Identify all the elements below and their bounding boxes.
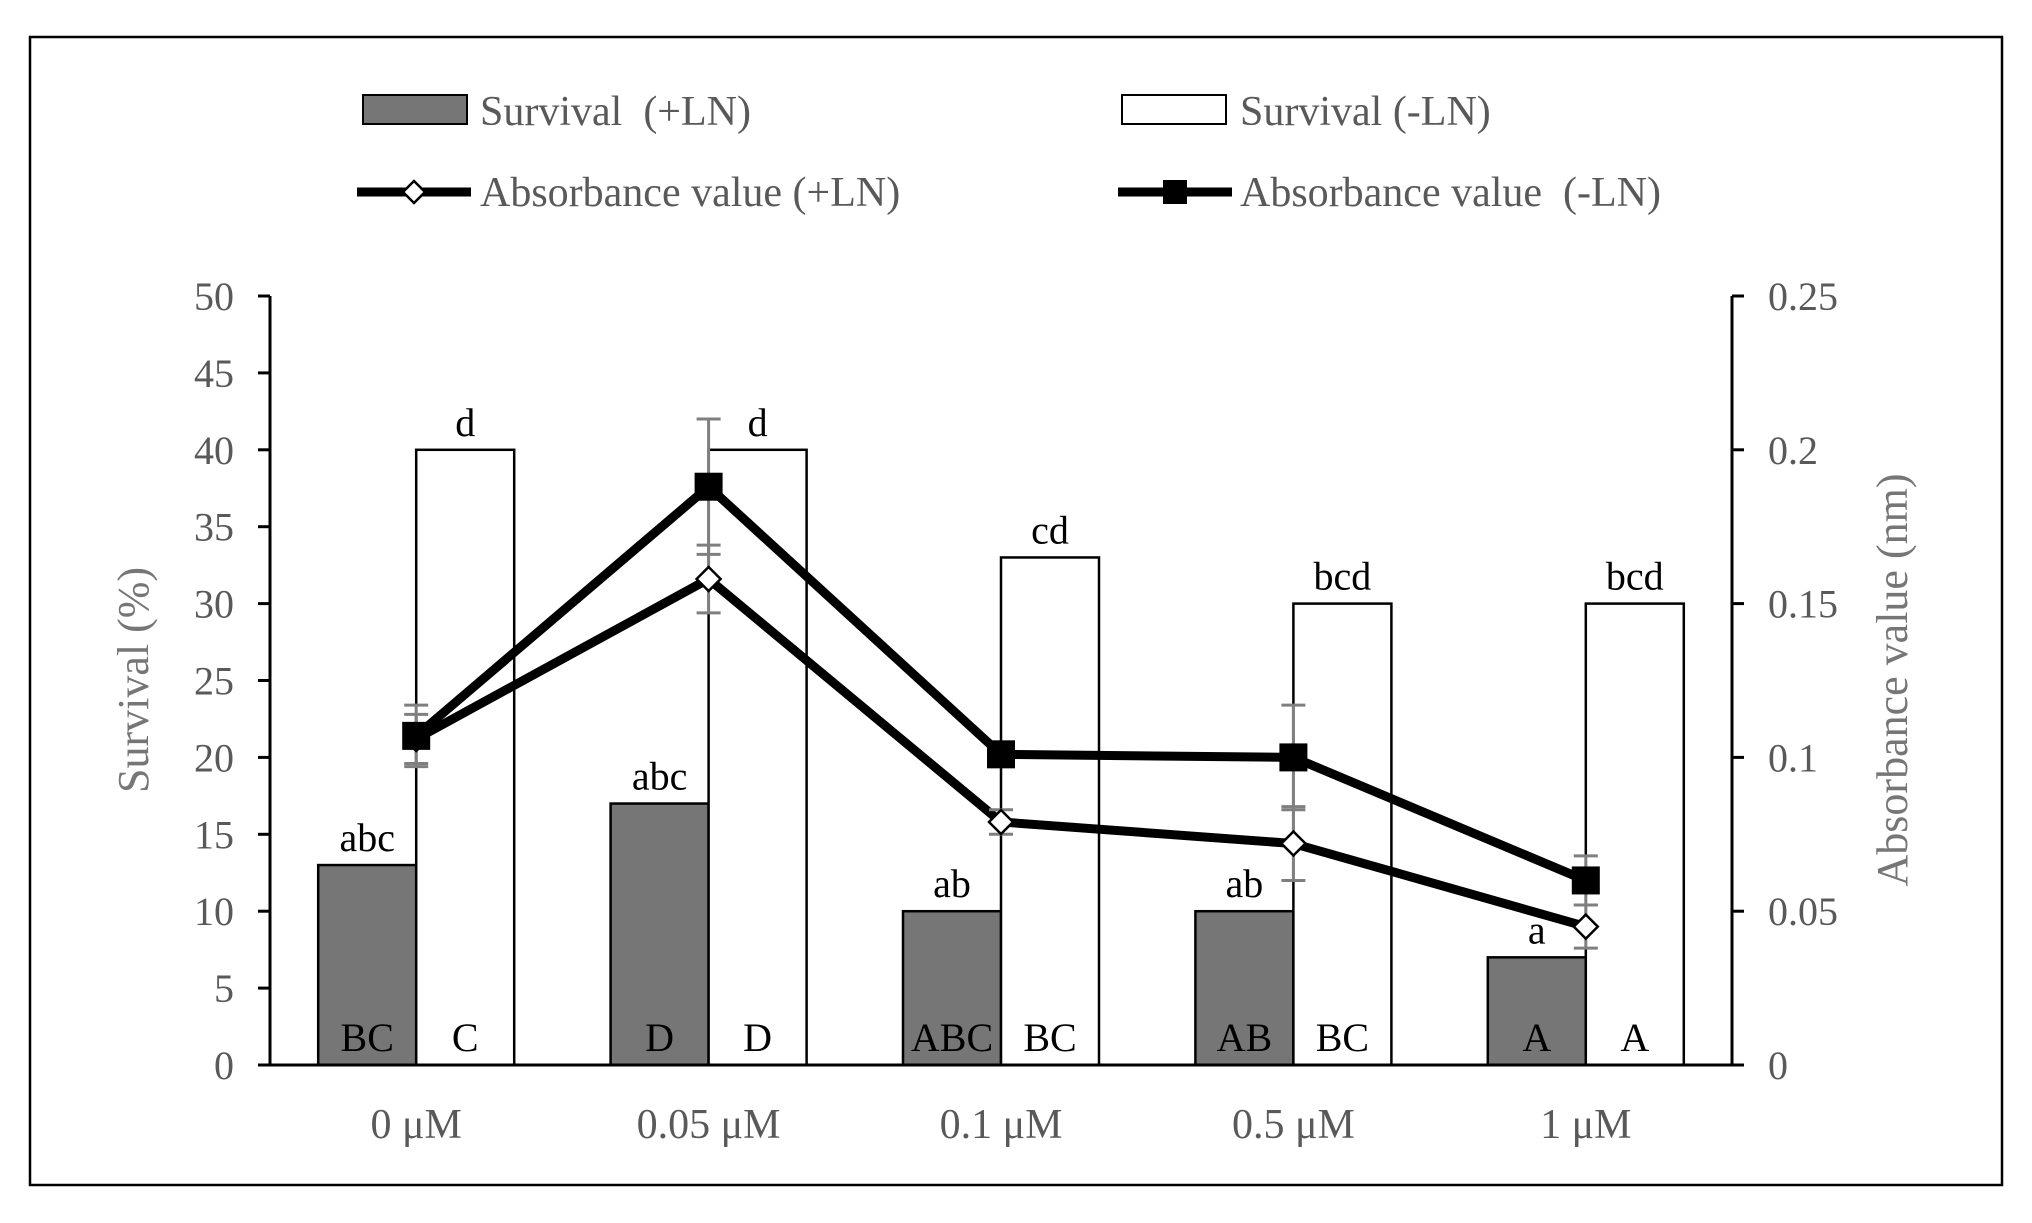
x-tick-label-4: 1 μM <box>1540 1102 1631 1148</box>
y-tick-label-3: 15 <box>194 812 234 857</box>
legend-swatch-survival-minus <box>1121 94 1227 125</box>
bar-survival-minus-4 <box>1584 602 1686 1067</box>
y2-tick-label-2: 0.1 <box>1768 735 1818 780</box>
y-tick-label-2: 10 <box>194 889 234 934</box>
x-tick-label-0: 0 μM <box>371 1102 462 1148</box>
marker-absorbance-plus-3 <box>1279 829 1308 858</box>
bar-bottom-label-minus-0: C <box>452 1015 479 1060</box>
bar-survival-plus-4 <box>1486 956 1588 1067</box>
marker-absorbance-minus-1 <box>694 472 723 501</box>
bar-bottom-label-plus-4: A <box>1522 1015 1551 1060</box>
x-tick-label-1: 0.05 μM <box>637 1102 781 1148</box>
bar-top-label-plus-3: ab <box>1226 861 1264 906</box>
bar-bottom-label-plus-0: BC <box>341 1015 394 1060</box>
bar-top-label-minus-2: cd <box>1031 507 1069 552</box>
bar-top-label-minus-0: d <box>455 400 475 445</box>
y2-tick-label-0: 0 <box>1768 1043 1788 1088</box>
x-tick-label-3: 0.5 μM <box>1232 1102 1355 1148</box>
bar-bottom-label-plus-3: AB <box>1217 1015 1273 1060</box>
y2-tick-label-4: 0.2 <box>1768 428 1818 473</box>
marker-absorbance-plus-1 <box>694 565 723 593</box>
bar-bottom-label-minus-1: D <box>743 1015 772 1060</box>
bar-survival-minus-0 <box>414 448 516 1067</box>
y-tick-label-4: 20 <box>194 735 234 780</box>
bar-bottom-label-minus-4: A <box>1620 1015 1649 1060</box>
y-tick-label-7: 35 <box>194 505 234 550</box>
bar-top-label-plus-0: abc <box>339 815 395 860</box>
marker-absorbance-minus-2 <box>987 740 1015 769</box>
legend-marker-absorbance-minus <box>1163 180 1187 204</box>
legend-label-absorbance-minus: Absorbance value (-LN) <box>1240 170 1661 216</box>
bar-survival-minus-3 <box>1292 602 1393 1067</box>
legend-label-absorbance-plus: Absorbance value (+LN) <box>480 170 900 216</box>
bar-top-label-minus-1: d <box>748 400 768 445</box>
y2-tick-label-5: 0.25 <box>1768 274 1838 319</box>
bar-bottom-label-minus-2: BC <box>1023 1015 1076 1060</box>
bar-survival-plus-1 <box>609 802 710 1067</box>
marker-absorbance-minus-0 <box>402 721 431 750</box>
marker-absorbance-plus-2 <box>987 808 1015 836</box>
y-tick-label-8: 40 <box>194 428 234 473</box>
bar-survival-plus-3 <box>1194 909 1295 1067</box>
marker-absorbance-minus-3 <box>1279 743 1308 772</box>
bar-top-label-plus-2: ab <box>933 861 971 906</box>
y2-tick-label-3: 0.15 <box>1768 582 1838 627</box>
y-tick-label-9: 45 <box>194 351 234 396</box>
y2-axis-title: Absorbance value (nm) <box>1868 474 1917 887</box>
legend-swatch-survival-plus <box>362 94 468 125</box>
bar-top-label-minus-4: bcd <box>1606 554 1664 599</box>
y-tick-label-5: 25 <box>194 659 234 704</box>
y-tick-label-10: 50 <box>194 274 234 319</box>
legend-label-survival-minus: Survival (-LN) <box>1240 89 1491 135</box>
marker-absorbance-plus-4 <box>1572 912 1600 941</box>
bar-top-label-plus-4: a <box>1528 907 1546 952</box>
bar-bottom-label-minus-3: BC <box>1316 1015 1369 1060</box>
bar-top-label-minus-3: bcd <box>1314 554 1372 599</box>
y-tick-label-0: 0 <box>214 1043 234 1088</box>
y-axis-title: Survival (%) <box>109 567 158 793</box>
legend-label-survival-plus: Survival (+LN) <box>480 89 751 135</box>
legend-marker-absorbance-plus <box>401 179 427 205</box>
bar-survival-plus-0 <box>316 863 418 1067</box>
x-tick-label-2: 0.1 μM <box>940 1102 1063 1148</box>
legend: Survival (+LN) Survival (-LN) Absorbance… <box>357 89 1661 216</box>
y2-tick-label-1: 0.05 <box>1768 889 1838 934</box>
y-tick-label-6: 30 <box>194 582 234 627</box>
marker-absorbance-minus-4 <box>1571 866 1600 895</box>
bar-survival-minus-1 <box>707 448 808 1067</box>
y-tick-label-1: 5 <box>214 966 234 1011</box>
bar-top-label-plus-1: abc <box>632 754 688 799</box>
bar-bottom-label-plus-2: ABC <box>911 1015 993 1060</box>
bar-survival-minus-2 <box>999 556 1101 1067</box>
bar-bottom-label-plus-1: D <box>645 1015 674 1060</box>
